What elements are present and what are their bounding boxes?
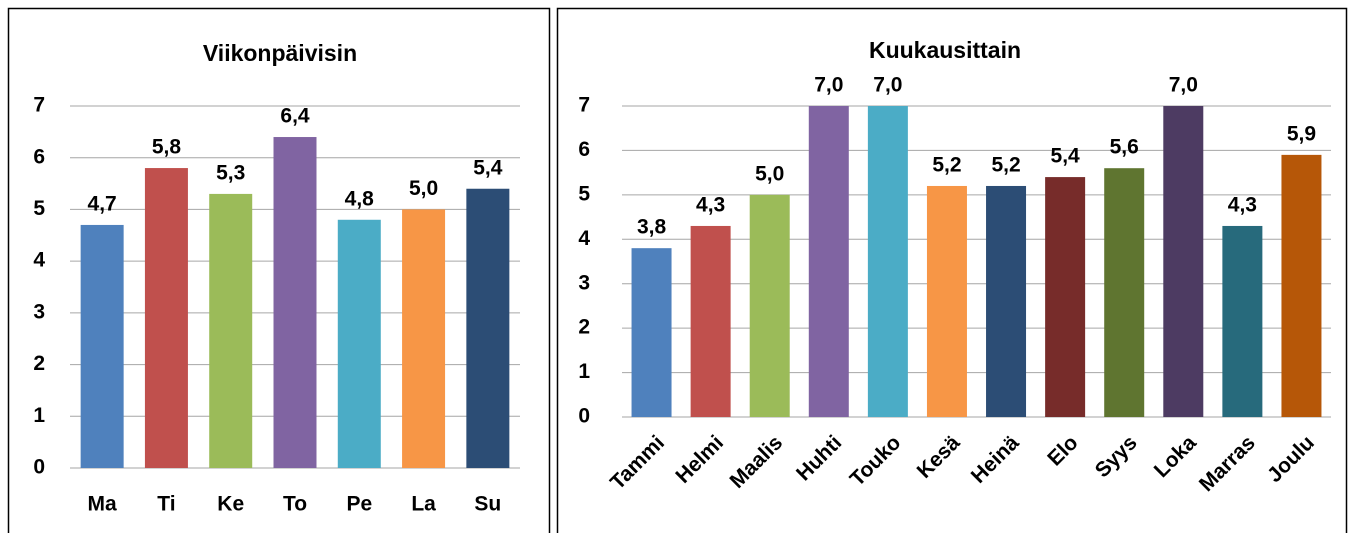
y-tick-label: 7: [578, 94, 590, 117]
x-tick-label: Su: [474, 493, 501, 516]
x-tick-label: To: [283, 493, 307, 516]
bar: [209, 193, 253, 468]
value-label: 4,8: [345, 187, 375, 210]
y-tick-label: 2: [578, 316, 590, 339]
y-tick-label: 1: [578, 360, 590, 383]
y-tick-label: 7: [33, 94, 45, 117]
value-label: 4,3: [1228, 194, 1257, 217]
y-tick-label: 0: [578, 405, 590, 428]
value-label: 3,8: [637, 216, 667, 239]
value-label: 5,6: [1110, 136, 1139, 159]
bar: [749, 194, 790, 417]
bar: [402, 209, 446, 468]
y-tick-label: 2: [33, 352, 45, 375]
x-tick-label: Ke: [217, 493, 244, 516]
chart-title: Kuukausittain: [869, 37, 1021, 63]
y-tick-label: 5: [578, 182, 590, 205]
bar: [144, 168, 188, 469]
bar: [1281, 154, 1322, 417]
chart-title: Viikonpäivisin: [203, 40, 357, 66]
y-tick-label: 3: [33, 300, 45, 323]
value-label: 4,3: [696, 194, 725, 217]
x-tick-label: Loka: [1150, 431, 1201, 482]
bar: [273, 137, 317, 468]
value-label: 7,0: [814, 74, 843, 97]
y-tick-label: 1: [33, 404, 45, 427]
x-tick-label: Kesä: [913, 431, 965, 483]
value-label: 5,8: [152, 136, 182, 159]
value-label: 5,4: [473, 156, 503, 179]
y-tick-label: 4: [33, 249, 45, 272]
x-tick-label: Pe: [346, 493, 372, 516]
x-tick-label: Helmi: [671, 431, 728, 488]
x-tick-label: Heinä: [967, 431, 1024, 488]
value-label: 5,3: [216, 161, 245, 184]
bar: [80, 224, 124, 468]
y-tick-label: 0: [33, 456, 45, 479]
bar: [1104, 168, 1145, 417]
x-tick-label: Elo: [1043, 431, 1082, 470]
value-label: 5,2: [991, 154, 1020, 177]
panel-border: [556, 7, 1348, 533]
y-tick-label: 4: [578, 227, 590, 250]
value-label: 5,2: [932, 154, 961, 177]
x-tick-label: Touko: [846, 431, 906, 491]
value-label: 7,0: [1169, 74, 1198, 97]
x-tick-label: Maalis: [726, 431, 788, 493]
x-tick-label: Tammi: [606, 431, 669, 494]
bar: [1045, 177, 1086, 417]
bar: [337, 219, 381, 468]
y-tick-label: 6: [578, 138, 590, 161]
y-tick-label: 6: [33, 145, 45, 168]
x-tick-label: Ti: [157, 493, 175, 516]
y-tick-label: 5: [33, 197, 45, 220]
x-tick-label: Syys: [1091, 431, 1142, 482]
y-tick-label: 3: [578, 271, 590, 294]
x-tick-label: La: [411, 493, 436, 516]
value-label: 5,4: [1051, 145, 1081, 168]
value-label: 7,0: [873, 74, 902, 97]
bar: [926, 185, 967, 417]
bar: [466, 188, 510, 468]
panel-border: [7, 7, 551, 533]
value-label: 5,9: [1287, 122, 1316, 145]
x-tick-label: Ma: [88, 493, 117, 516]
bar: [867, 106, 908, 417]
bar: [631, 248, 672, 417]
x-tick-label: Huhti: [792, 431, 846, 485]
value-label: 4,7: [88, 192, 117, 215]
bar: [986, 185, 1027, 417]
value-label: 5,0: [409, 177, 438, 200]
value-label: 5,0: [755, 162, 784, 185]
bar: [690, 225, 731, 417]
bar: [1222, 225, 1263, 417]
x-tick-label: Joulu: [1263, 431, 1319, 487]
value-label: 6,4: [280, 105, 310, 128]
bar: [1163, 106, 1204, 417]
bar: [808, 106, 849, 417]
x-tick-label: Marras: [1195, 431, 1260, 496]
